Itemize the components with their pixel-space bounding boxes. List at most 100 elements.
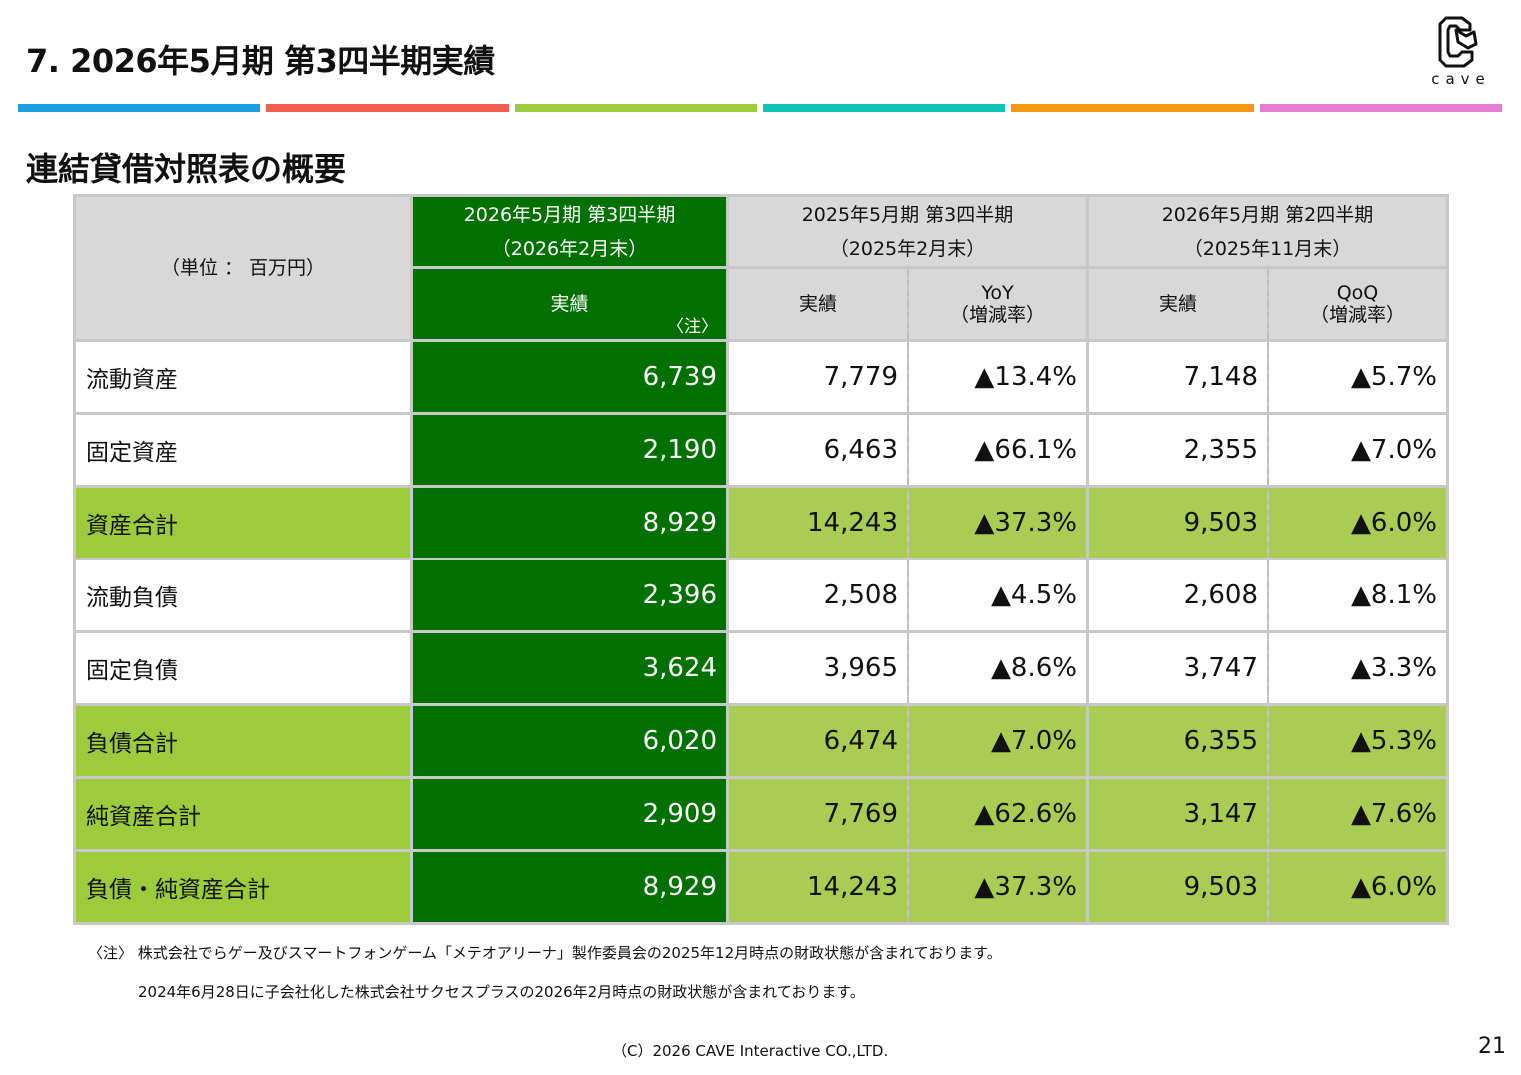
footnote-2: 2024年6月28日に子会社化した株式会社サクセスプラスの2026年2月時点の財…	[138, 983, 865, 1001]
row-divider-yoy	[907, 342, 909, 412]
table-cell-current: 6,739	[413, 342, 726, 412]
prior-year-line2: （2025年2月末）	[829, 237, 986, 260]
qoq-label: QoQ	[1336, 282, 1379, 304]
table-cell-qoq: ▲5.3%	[1269, 706, 1446, 776]
prior-quarter-line2: （2025年11月末）	[1183, 237, 1352, 260]
prior-quarter-line1: 2026年5月期 第2四半期	[1161, 203, 1374, 226]
table-cell-prev-year: 2,508	[729, 560, 907, 630]
table-cell-yoy: ▲37.3%	[909, 488, 1086, 558]
footnotes: 〈注〉 株式会社でらゲー及びスマートフォンゲーム「メテオアリーナ」製作委員会の2…	[88, 942, 1002, 1002]
color-stripe-5	[1011, 104, 1254, 112]
table-cell-yoy: ▲13.4%	[909, 342, 1086, 412]
row-divider-yoy	[907, 633, 909, 703]
row-divider-yoy	[907, 415, 909, 485]
current-period-line2: （2026年2月末）	[491, 237, 648, 260]
prior-year-actual-label: 実績	[798, 293, 837, 315]
table-cell-qoq: ▲6.0%	[1269, 852, 1446, 922]
yoy-label: YoY	[981, 282, 1014, 304]
table-cell-yoy: ▲66.1%	[909, 415, 1086, 485]
prior-year-line1: 2025年5月期 第3四半期	[801, 203, 1014, 226]
qoq-header: QoQ （増減率）	[1269, 269, 1446, 339]
row-divider-qoq	[1267, 560, 1269, 630]
slide-title: 7. 2026年5月期 第3四半期実績	[26, 42, 495, 80]
current-actual-label: 実績	[550, 293, 589, 315]
table-cell-current: 3,624	[413, 633, 726, 703]
table-cell-qoq: ▲6.0%	[1269, 488, 1446, 558]
unit-label-cell: （単位 ： 百万円）	[76, 197, 410, 339]
table-cell-prev-q: 2,608	[1089, 560, 1267, 630]
table-cell-yoy: ▲62.6%	[909, 779, 1086, 849]
table-cell-prev-year: 6,463	[729, 415, 907, 485]
row-divider-qoq	[1267, 852, 1269, 922]
table-cell-prev-year: 6,474	[729, 706, 907, 776]
color-stripe-4	[762, 104, 1006, 112]
yoy-header: YoY （増減率）	[909, 269, 1086, 339]
copyright: （C）2026 CAVE Interactive CO.,LTD.	[612, 1042, 889, 1060]
table-cell-prev-q: 3,147	[1089, 779, 1267, 849]
yoy-sublabel: （増減率）	[949, 304, 1045, 326]
current-period-header: 2026年5月期 第3四半期 （2026年2月末）	[413, 197, 726, 266]
section-title: 連結貸借対照表の概要	[26, 150, 347, 188]
table-cell-prev-year: 7,769	[729, 779, 907, 849]
table-cell-qoq: ▲3.3%	[1269, 633, 1446, 703]
prior-quarter-actual-label: 実績	[1158, 293, 1197, 315]
row-divider-qoq	[1267, 779, 1269, 849]
row-divider-qoq	[1267, 706, 1269, 776]
table-cell-label: 資産合計	[76, 488, 410, 558]
row-divider-yoy	[907, 779, 909, 849]
logo-text: cave	[1431, 70, 1491, 88]
prior-year-header: 2025年5月期 第3四半期 （2025年2月末）	[729, 197, 1086, 266]
prior-quarter-header: 2026年5月期 第2四半期 （2025年11月末）	[1089, 197, 1446, 266]
table-cell-prev-year: 7,779	[729, 342, 907, 412]
table-cell-prev-q: 3,747	[1089, 633, 1267, 703]
prior-quarter-actual-header: 実績	[1089, 269, 1267, 339]
table-cell-current: 6,020	[413, 706, 726, 776]
header-divider-yoy	[907, 269, 909, 339]
table-cell-yoy: ▲7.0%	[909, 706, 1086, 776]
table-cell-yoy: ▲4.5%	[909, 560, 1086, 630]
cave-logo-icon	[1438, 16, 1478, 68]
row-divider-qoq	[1267, 342, 1269, 412]
table-cell-yoy: ▲8.6%	[909, 633, 1086, 703]
row-divider-yoy	[907, 488, 909, 558]
color-stripe-3	[514, 104, 757, 112]
balance-sheet-table: （単位 ： 百万円） 2026年5月期 第3四半期 （2026年2月末） 実績 …	[73, 194, 1449, 925]
color-stripe-6	[1259, 104, 1502, 112]
page-number: 21	[1478, 1034, 1506, 1059]
table-cell-label: 純資産合計	[76, 779, 410, 849]
table-cell-qoq: ▲8.1%	[1269, 560, 1446, 630]
table-cell-prev-q: 7,148	[1089, 342, 1267, 412]
table-cell-prev-year: 14,243	[729, 488, 907, 558]
table-cell-label: 負債・純資産合計	[76, 852, 410, 922]
table-cell-label: 流動資産	[76, 342, 410, 412]
row-divider-yoy	[907, 852, 909, 922]
color-stripe-bar	[18, 104, 1502, 112]
table-cell-qoq: ▲5.7%	[1269, 342, 1446, 412]
table-cell-current: 8,929	[413, 488, 726, 558]
row-divider-qoq	[1267, 633, 1269, 703]
table-cell-prev-q: 6,355	[1089, 706, 1267, 776]
table-cell-qoq: ▲7.0%	[1269, 415, 1446, 485]
qoq-sublabel: （増減率）	[1309, 304, 1405, 326]
prior-year-actual-header: 実績	[729, 269, 907, 339]
color-stripe-2	[266, 104, 509, 112]
cave-logo: cave	[1418, 14, 1498, 94]
table-cell-current: 8,929	[413, 852, 726, 922]
footnote-1: 〈注〉 株式会社でらゲー及びスマートフォンゲーム「メテオアリーナ」製作委員会の2…	[88, 944, 1002, 962]
table-cell-prev-q: 9,503	[1089, 852, 1267, 922]
note-mark: 〈注〉	[667, 317, 718, 337]
current-period-line1: 2026年5月期 第3四半期	[463, 203, 676, 226]
row-divider-yoy	[907, 560, 909, 630]
table-cell-prev-year: 3,965	[729, 633, 907, 703]
table-cell-label: 流動負債	[76, 560, 410, 630]
table-cell-prev-q: 2,355	[1089, 415, 1267, 485]
table-cell-label: 負債合計	[76, 706, 410, 776]
table-cell-qoq: ▲7.6%	[1269, 779, 1446, 849]
current-actual-header: 実績 〈注〉	[413, 269, 726, 339]
unit-label: （単位 ： 百万円）	[160, 257, 326, 279]
table-cell-current: 2,190	[413, 415, 726, 485]
table-cell-label: 固定負債	[76, 633, 410, 703]
table-cell-current: 2,396	[413, 560, 726, 630]
table-cell-prev-q: 9,503	[1089, 488, 1267, 558]
table-cell-label: 固定資産	[76, 415, 410, 485]
